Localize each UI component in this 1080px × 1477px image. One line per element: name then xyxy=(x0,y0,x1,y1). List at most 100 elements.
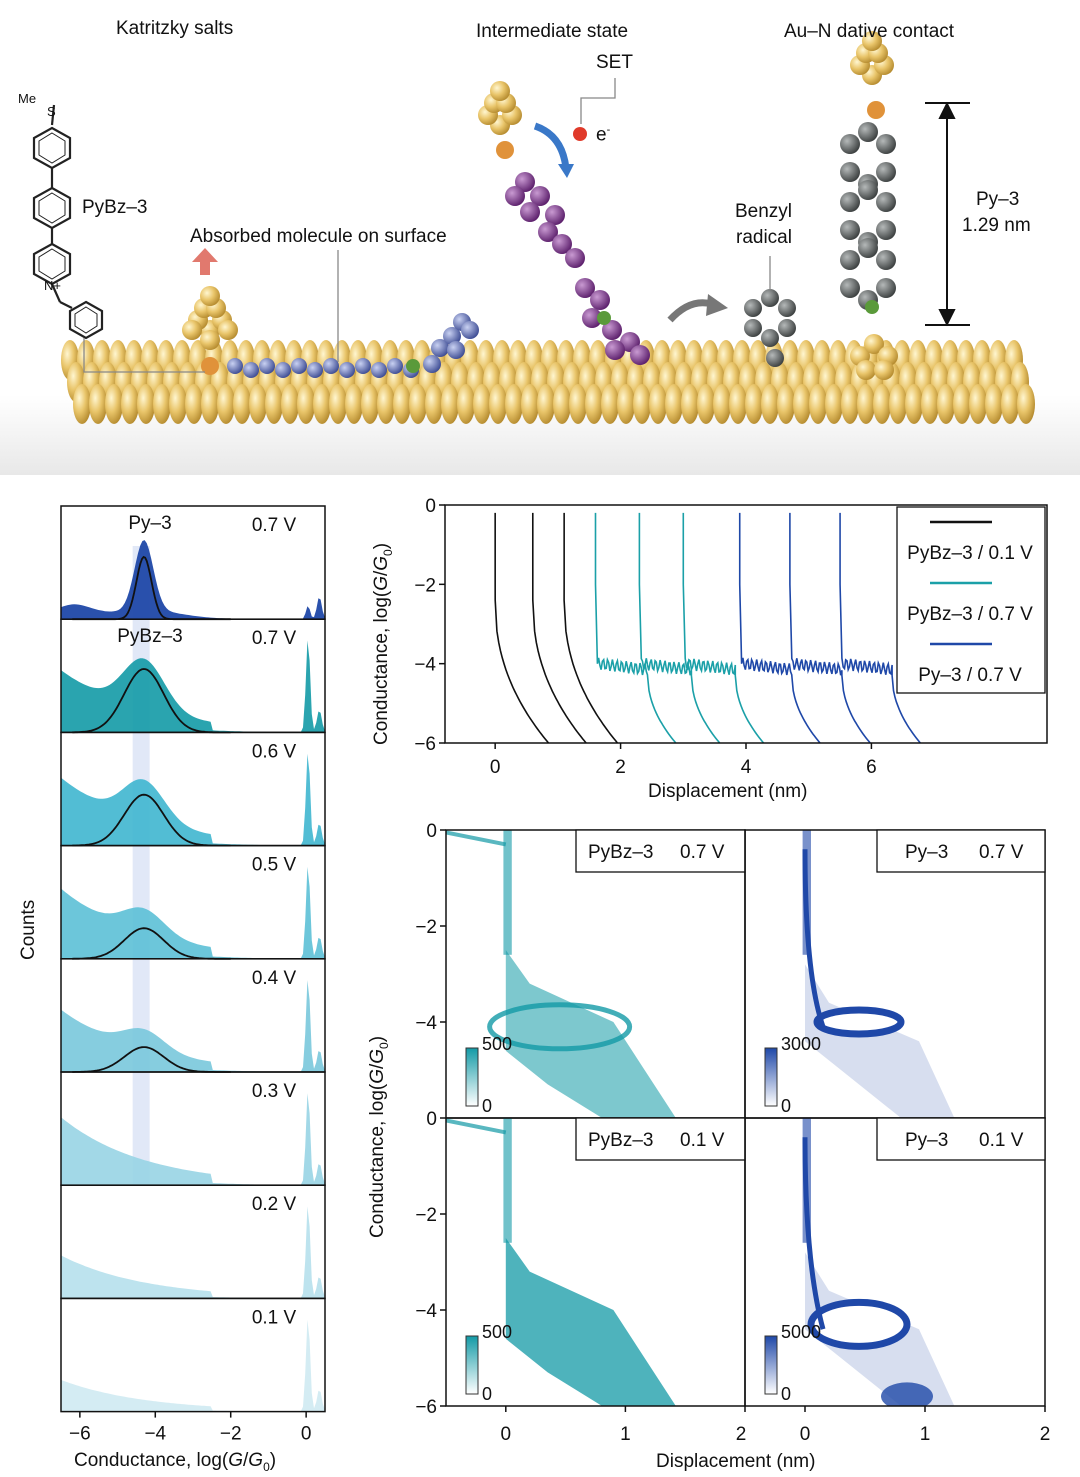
gold-atom xyxy=(393,384,411,424)
length-arrow xyxy=(925,101,970,327)
conductance-trace xyxy=(594,512,677,744)
plateau-ring xyxy=(807,1298,911,1350)
heatmap-label: PyBz–3 0.1 V xyxy=(575,1117,746,1161)
density-haze xyxy=(805,964,955,1118)
map-ytick-label: 0 xyxy=(426,821,437,842)
me-label: Me xyxy=(18,91,36,106)
gold-tip-atom xyxy=(874,360,894,380)
electron-label: e- xyxy=(596,124,611,146)
drop-band xyxy=(503,1118,512,1243)
gold-atom xyxy=(265,384,283,424)
histogram-title: PyBz–3 xyxy=(117,626,182,647)
gold-atom xyxy=(617,384,635,424)
histogram-voltage: 0.4 V xyxy=(252,968,297,989)
blue-atom xyxy=(291,358,307,374)
histogram-area xyxy=(61,1093,325,1186)
gold-atom xyxy=(761,384,779,424)
conductance-trace xyxy=(638,512,721,744)
trace-xtick-label: 4 xyxy=(741,757,752,778)
gold-atom xyxy=(777,384,795,424)
hist-xtick-label: −4 xyxy=(144,1424,166,1445)
histogram-panel: 0.2 V xyxy=(60,1184,326,1300)
heatmap-voltage: 0.1 V xyxy=(979,1130,1024,1151)
histogram-voltage: 0.7 V xyxy=(252,515,297,536)
histogram-voltage: 0.2 V xyxy=(252,1194,297,1215)
map-xtick-label: 0 xyxy=(501,1424,512,1445)
carbon-atom xyxy=(858,238,878,258)
map-xtick-label: 2 xyxy=(736,1424,747,1445)
conductance-trace xyxy=(531,512,587,744)
gold-atom xyxy=(649,384,667,424)
purple-atom xyxy=(515,172,535,192)
gold-atom xyxy=(841,384,859,424)
py-length-value: 1.29 nm xyxy=(962,215,1031,236)
gold-tip-atom xyxy=(864,334,884,354)
gold-atom xyxy=(137,384,155,424)
gold-atom xyxy=(281,384,299,424)
gold-atom xyxy=(233,384,251,424)
gaussian-fit-line xyxy=(72,668,231,734)
gold-tip-atom xyxy=(182,320,202,340)
radical-label: radical xyxy=(736,227,792,248)
gold-atom xyxy=(889,384,907,424)
heatmap-density xyxy=(802,830,955,1118)
map-ytick-label: 0 xyxy=(426,1109,437,1130)
gold-tip-atom xyxy=(200,286,220,306)
trace-frame xyxy=(444,504,1048,744)
gold-atom xyxy=(585,384,603,424)
gold-atom xyxy=(313,384,331,424)
hist-xlabel: Conductance, log(G/G0) xyxy=(74,1450,277,1474)
drop-band xyxy=(802,1118,811,1243)
histogram-voltage: 0.7 V xyxy=(252,628,297,649)
gold-tip-atom xyxy=(218,320,238,340)
gold-atom xyxy=(1017,384,1035,424)
trace-ylabel: Conductance, log(G/G0) xyxy=(371,542,395,745)
purple-atom xyxy=(575,278,595,298)
histogram-panel: Py–3 0.7 V xyxy=(60,505,326,621)
gold-tip-atom xyxy=(200,330,220,350)
electron-dot xyxy=(573,127,587,141)
map-xlabel: Displacement (nm) xyxy=(656,1451,816,1472)
blue-atom xyxy=(355,358,371,374)
histogram-panel: 0.3 V xyxy=(60,1071,326,1186)
trace-xtick-label: 2 xyxy=(615,757,626,778)
gold-atom xyxy=(825,384,843,424)
gold-atom xyxy=(505,384,523,424)
gold-tip-atom xyxy=(490,81,510,101)
blue-atom xyxy=(275,362,291,378)
legend-label: Py–3 / 0.7 V xyxy=(918,665,1022,686)
drop-band xyxy=(802,830,811,955)
colorbar-min: 0 xyxy=(482,1384,492,1404)
gold-atom xyxy=(153,384,171,424)
histogram-frame xyxy=(60,844,326,960)
gold-atom xyxy=(921,384,939,424)
legend-label: PyBz–3 / 0.1 V xyxy=(907,543,1033,564)
heatmap-label-box xyxy=(575,1117,746,1161)
map-ytick-label: −2 xyxy=(415,1205,437,1226)
map-ytick-label: −6 xyxy=(415,1397,437,1418)
gold-atom xyxy=(89,384,107,424)
density-band xyxy=(505,950,676,1118)
map-ytick-label: −4 xyxy=(415,1013,437,1034)
carbon-atom xyxy=(840,162,860,182)
gold-atom xyxy=(809,384,827,424)
map-xtick-label: 1 xyxy=(620,1424,631,1445)
gold-atom xyxy=(361,384,379,424)
histogram-panel: PyBz–3 0.7 V xyxy=(60,618,326,734)
heatmap-voltage: 0.1 V xyxy=(680,1130,725,1151)
purple-atom xyxy=(530,186,550,206)
drop-curve xyxy=(802,1137,826,1330)
purple-atom xyxy=(602,320,622,340)
gold-tip-atom xyxy=(862,31,882,51)
cleave-arrow xyxy=(667,299,713,323)
contact-streak xyxy=(446,830,507,847)
colorbar-bar xyxy=(465,1047,479,1107)
carbon-atom xyxy=(744,299,762,317)
colorbar: 500 0 xyxy=(465,1322,512,1404)
blue-atom xyxy=(447,341,465,359)
histogram-voltage: 0.3 V xyxy=(252,1081,297,1102)
density-haze xyxy=(805,1252,955,1406)
anchor-atom xyxy=(496,141,514,159)
benzyl-label: Benzyl xyxy=(735,201,793,222)
carbon-atom xyxy=(778,299,796,317)
